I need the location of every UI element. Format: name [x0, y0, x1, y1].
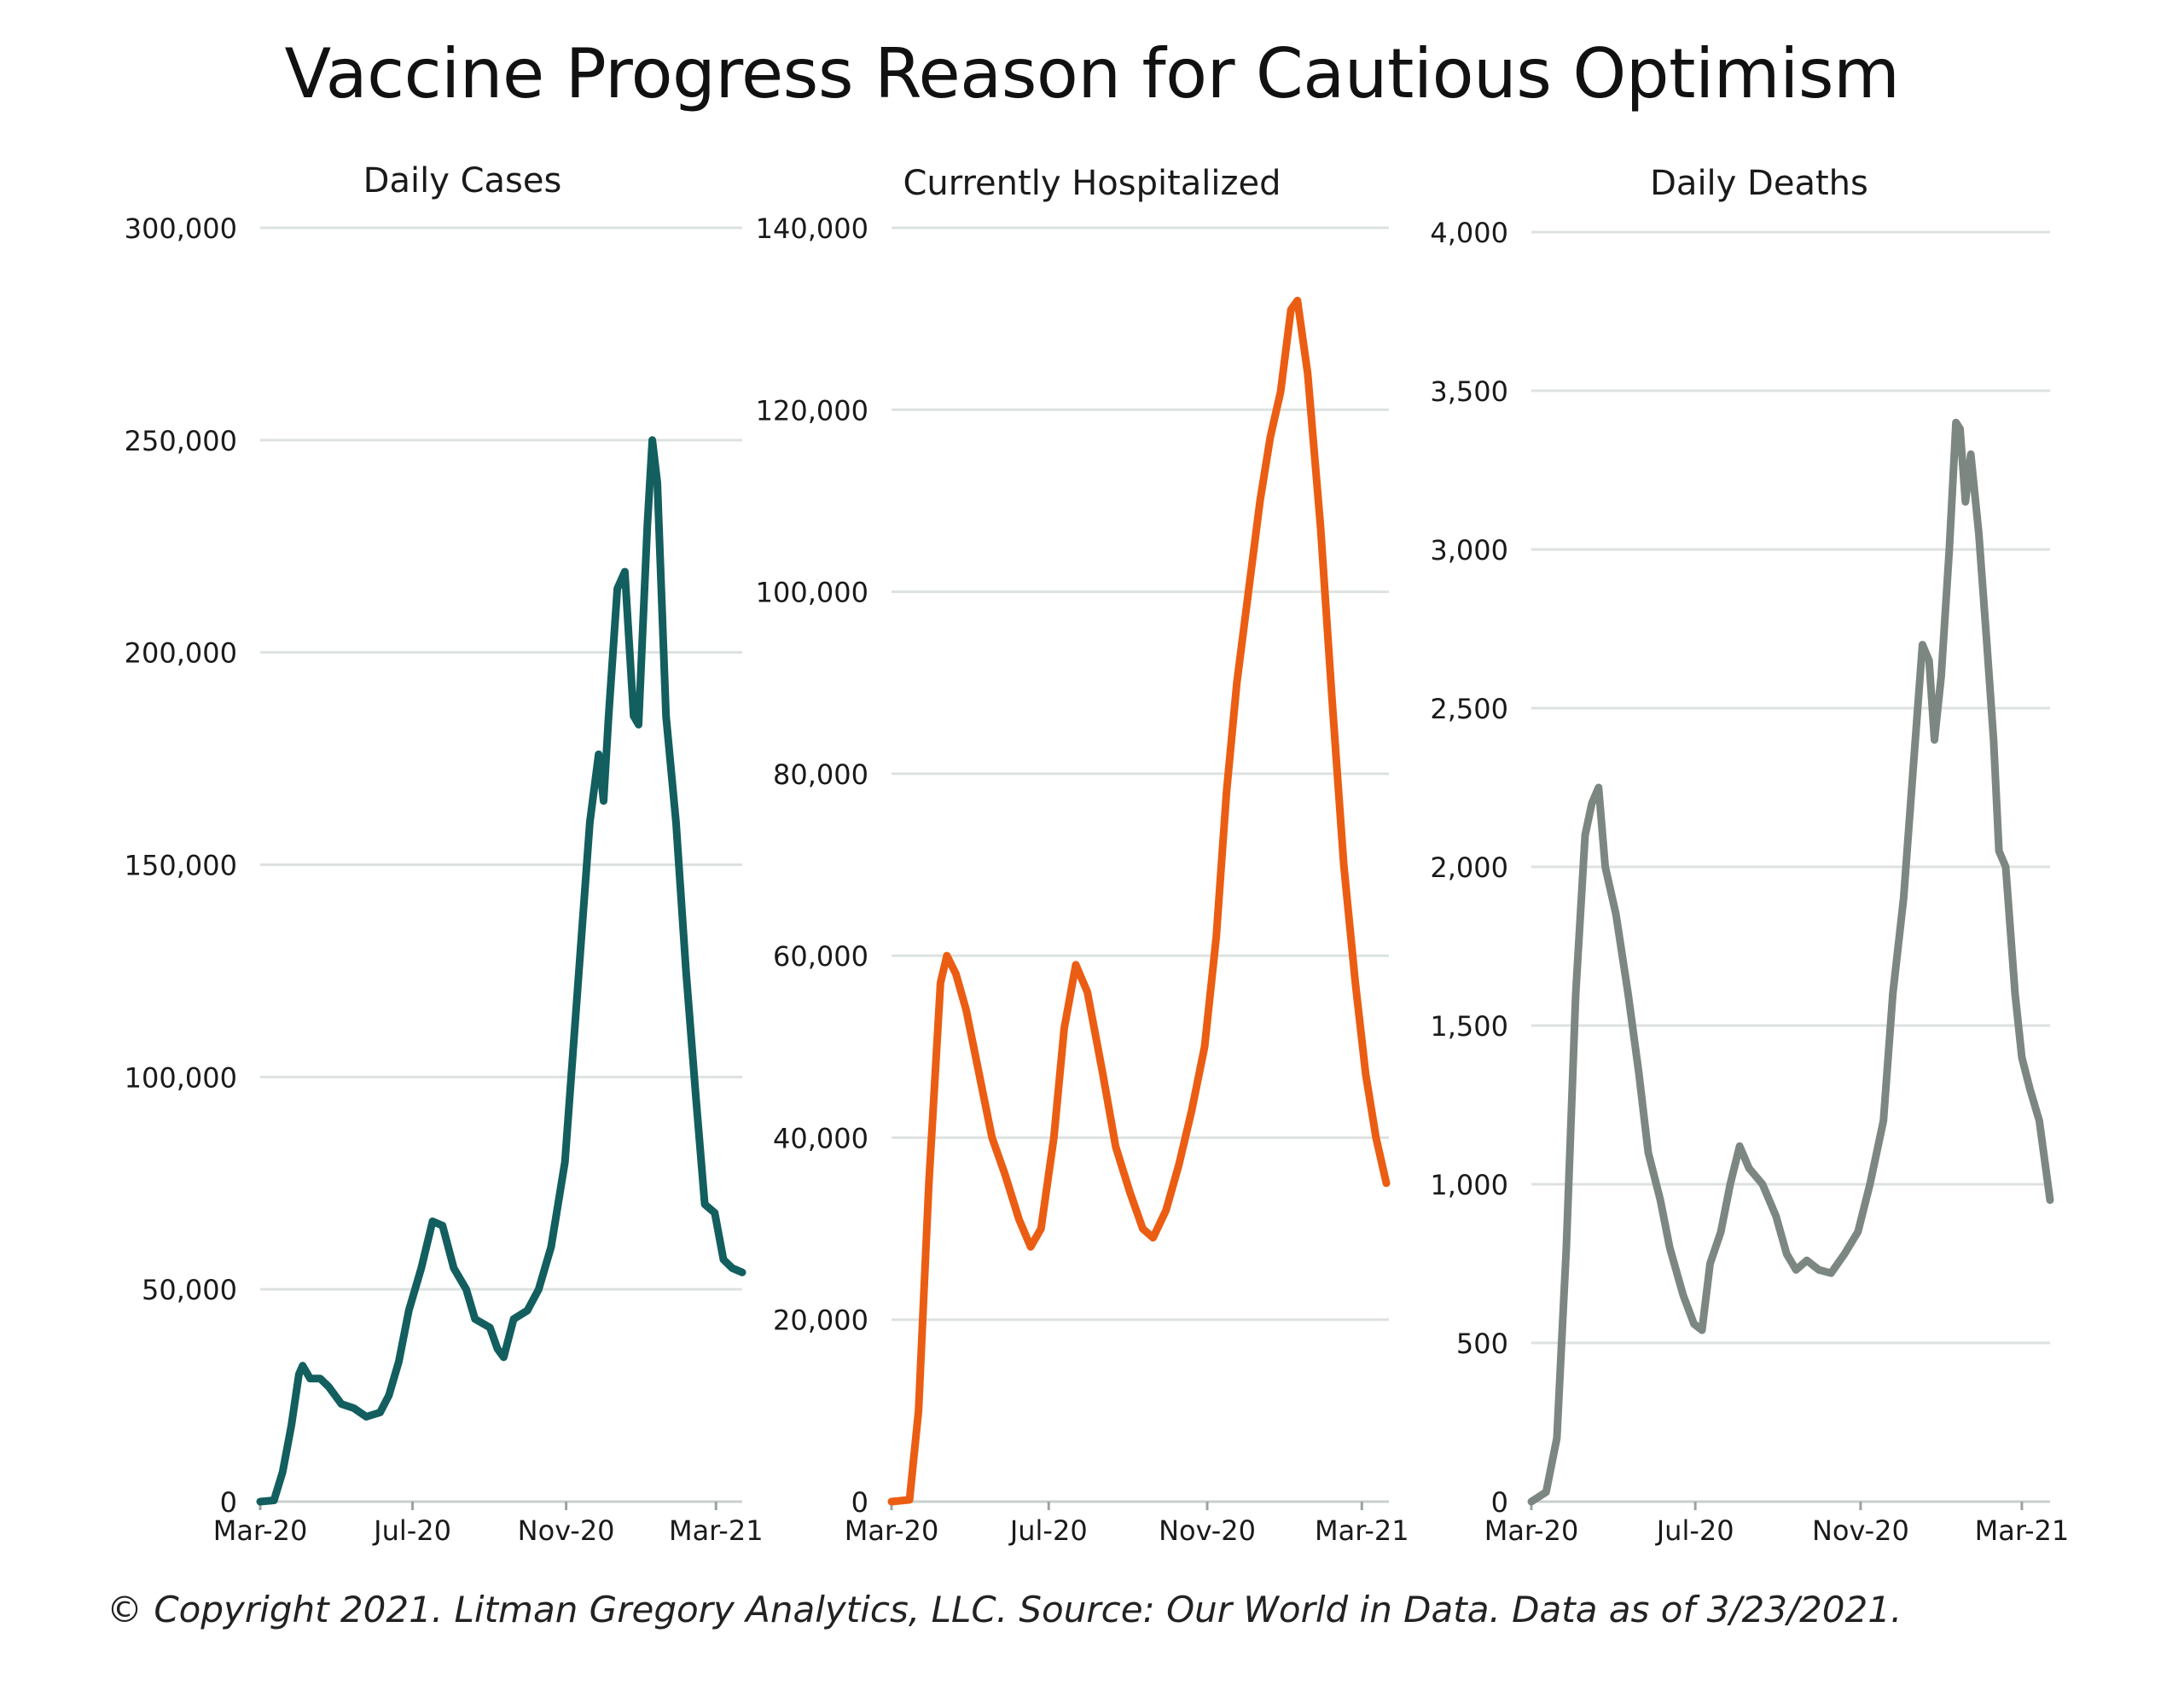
series-line [1527, 418, 2054, 1506]
y-tick-label: 20,000 [773, 1305, 868, 1337]
x-tick-label: Nov-20 [1812, 1514, 1909, 1547]
x-tick-label: Mar-21 [1315, 1514, 1409, 1547]
chart-title: Daily Cases [363, 161, 562, 201]
series-line [256, 436, 746, 1506]
x-tick-label: Mar-20 [1484, 1514, 1579, 1547]
x-tick-label: Nov-20 [518, 1514, 615, 1547]
y-tick-label: 2,000 [1430, 851, 1508, 884]
y-tick-label: 2,500 [1430, 693, 1508, 725]
y-tick-label: 40,000 [773, 1122, 868, 1154]
y-tick-label: 3,000 [1430, 534, 1508, 567]
y-tick-label: 100,000 [756, 577, 868, 609]
y-tick-label: 0 [220, 1486, 237, 1519]
y-tick-label: 140,000 [756, 212, 868, 245]
copyright-footer: © Copyright 2021. Litman Gregory Analyti… [107, 1589, 1902, 1630]
series-line [887, 296, 1391, 1506]
y-tick-label: 200,000 [125, 637, 237, 670]
chart-title: Daily Deaths [1650, 164, 1868, 203]
y-tick-label: 50,000 [142, 1274, 237, 1306]
chart-panel: Daily Cases 0 50,000 100,000 150,000 200,000 2… [125, 161, 764, 1547]
x-tick-label: Mar-20 [213, 1514, 308, 1547]
x-tick-label: Jul-20 [1655, 1514, 1734, 1547]
x-tick-label: Mar-20 [845, 1514, 939, 1547]
x-tick-label: Jul-20 [372, 1514, 451, 1547]
x-tick-label: Jul-20 [1008, 1514, 1088, 1547]
y-tick-label: 0 [1491, 1486, 1508, 1519]
page-title: Vaccine Progress Reason for Cautious Opt… [284, 34, 1900, 113]
y-tick-label: 120,000 [756, 394, 868, 427]
y-tick-label: 4,000 [1430, 217, 1508, 249]
chart-panel: Currently Hospitalized 0 20,000 40,000 60,00… [756, 164, 1409, 1547]
y-tick-label: 0 [851, 1486, 868, 1519]
y-tick-label: 1,000 [1430, 1169, 1508, 1201]
y-tick-label: 80,000 [773, 758, 868, 791]
y-tick-label: 60,000 [773, 940, 868, 973]
x-tick-label: Mar-21 [669, 1514, 764, 1547]
y-tick-label: 500 [1456, 1328, 1508, 1360]
x-tick-label: Mar-21 [1975, 1514, 2070, 1547]
y-tick-label: 1,500 [1430, 1010, 1508, 1043]
y-tick-label: 300,000 [125, 212, 237, 245]
y-tick-label: 250,000 [125, 425, 237, 457]
y-tick-label: 3,500 [1430, 375, 1508, 408]
chart-panel: Daily Deaths 0 500 1,000 1,500 2,000 2,500 3,00… [1430, 164, 2069, 1547]
y-tick-label: 150,000 [125, 850, 237, 882]
x-tick-label: Nov-20 [1159, 1514, 1256, 1547]
chart-title: Currently Hospitalized [903, 164, 1281, 203]
y-tick-label: 100,000 [125, 1061, 237, 1094]
